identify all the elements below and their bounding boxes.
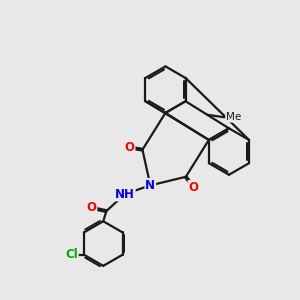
Text: Cl: Cl <box>65 248 78 261</box>
Text: N: N <box>145 179 155 192</box>
Text: NH: NH <box>115 188 135 200</box>
Text: Me: Me <box>226 112 241 122</box>
Text: O: O <box>124 141 135 154</box>
Text: O: O <box>188 181 198 194</box>
Text: O: O <box>86 202 97 214</box>
